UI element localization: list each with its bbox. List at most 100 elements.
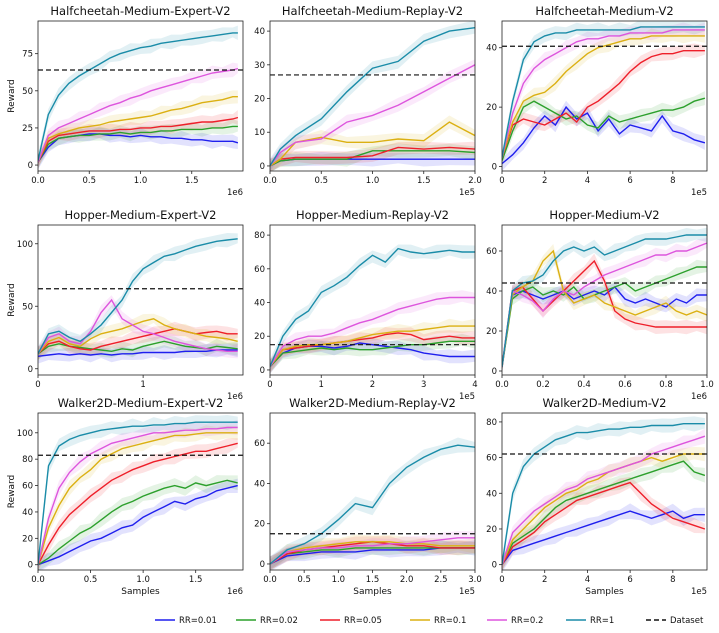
line-RR02 xyxy=(502,29,705,158)
line-RR005 xyxy=(38,442,238,566)
line-RR005 xyxy=(270,146,475,167)
panel-8: Walker2D-Medium-Replay-V2 0.0 0.5 1.0 1.5 2.0… xyxy=(254,396,482,597)
line-RR001 xyxy=(502,510,705,566)
x-tick-label: 0.8 xyxy=(659,380,673,390)
line-RR01 xyxy=(38,96,238,163)
band-RR02 xyxy=(502,22,705,164)
y-tick-label: 40 xyxy=(486,44,497,54)
legend-item: RR=0.05 xyxy=(320,616,382,626)
panel-title: Halfcheetah-Medium-Replay-V2 xyxy=(282,4,463,18)
plot-area xyxy=(502,21,707,171)
x-exponent: 1e5 xyxy=(691,188,707,198)
y-tick-label: 40 xyxy=(254,299,265,309)
line-RR01 xyxy=(270,541,475,565)
panel-title: Walker2D-Medium-Replay-V2 xyxy=(289,396,456,410)
x-axis-label: Samples xyxy=(121,587,160,597)
x-tick-label: 8 xyxy=(670,176,675,186)
band-RR1 xyxy=(270,21,475,171)
axes-frame xyxy=(37,224,244,376)
x-tick-label: 6 xyxy=(627,575,632,585)
line-RR1 xyxy=(270,444,475,565)
x-tick-label: 0 xyxy=(267,380,272,390)
x-tick-label: 0.5 xyxy=(297,575,311,585)
band-RR01 xyxy=(502,28,705,166)
panel-title: Walker2D-Medium-V2 xyxy=(543,396,667,410)
line-RR1 xyxy=(270,27,475,167)
line-RR1 xyxy=(502,234,707,368)
x-exponent: 1e6 xyxy=(227,188,243,198)
y-tick-label: 60 xyxy=(486,454,497,464)
line-RR002 xyxy=(38,125,238,163)
axes-frame xyxy=(501,412,708,571)
legend-item: RR=0.02 xyxy=(236,616,298,626)
x-axis-label: Samples xyxy=(353,587,392,597)
band-RR001 xyxy=(502,100,705,171)
legend-item: Dataset xyxy=(646,616,704,626)
panel-7: Walker2D-Medium-Expert-V2 0.0 0.5 1.0 1.5 0 20… xyxy=(7,396,244,597)
plot-area xyxy=(38,233,243,364)
legend-item: RR=0.2 xyxy=(487,616,543,626)
y-tick-label: 80 xyxy=(22,455,33,465)
x-tick-label: 4 xyxy=(585,176,590,186)
panel-title: Hopper-Medium-Replay-V2 xyxy=(296,208,449,222)
line-RR1 xyxy=(502,423,705,565)
line-RR005 xyxy=(502,50,705,158)
line-RR01 xyxy=(502,453,705,565)
x-exponent: 1e6 xyxy=(227,392,243,402)
band-RR01 xyxy=(38,425,238,570)
plot-area xyxy=(38,414,243,570)
x-exponent: 1e5 xyxy=(691,587,707,597)
y-tick-label: 60 xyxy=(22,482,33,492)
x-tick-label: 0.0 xyxy=(31,176,45,186)
x-tick-label: 1.0 xyxy=(134,176,148,186)
line-RR1 xyxy=(38,421,238,565)
band-RR005 xyxy=(502,476,705,570)
y-tick-label: 0 xyxy=(260,560,265,570)
x-tick-label: 2 xyxy=(370,380,375,390)
y-tick-label: 50 xyxy=(22,87,33,97)
y-tick-label: 20 xyxy=(254,95,265,105)
x-tick-label: 1.5 xyxy=(189,575,203,585)
x-tick-label: 0.0 xyxy=(31,575,45,585)
x-tick-label: 3 xyxy=(421,380,426,390)
x-tick-label: 4 xyxy=(472,380,477,390)
y-tick-label: 20 xyxy=(22,534,33,544)
panel-title: Walker2D-Medium-Expert-V2 xyxy=(58,396,224,410)
line-RR02 xyxy=(270,64,475,167)
plot-area xyxy=(270,244,475,374)
x-axis-label: Samples xyxy=(585,587,624,597)
band-RR001 xyxy=(502,503,705,570)
line-RR005 xyxy=(502,481,706,565)
x-tick-label: 0 xyxy=(499,176,504,186)
plot-area xyxy=(270,21,475,171)
legend-label: RR=0.02 xyxy=(260,616,298,626)
band-RR002 xyxy=(502,90,705,167)
y-tick-label: 0 xyxy=(260,162,265,172)
panel-3: Halfcheetah-Medium-V2 0 2 4 6 8 0 20 40 1e5 xyxy=(486,4,708,198)
line-RR02 xyxy=(270,537,475,565)
x-tick-label: 2.0 xyxy=(400,575,414,585)
band-RR002 xyxy=(270,333,475,373)
y-tick-label: 20 xyxy=(486,327,497,337)
y-axis-label: Reward xyxy=(7,283,17,317)
y-tick-label: 80 xyxy=(254,231,265,241)
band-RR01 xyxy=(38,90,238,170)
y-tick-label: 100 xyxy=(17,429,33,439)
band-RR001 xyxy=(38,478,238,570)
x-tick-label: 2 xyxy=(542,176,547,186)
x-tick-label: 1.5 xyxy=(185,176,199,186)
band-RR005 xyxy=(270,327,475,373)
axes-frame xyxy=(501,20,708,172)
x-tick-label: 0.0 xyxy=(263,176,277,186)
y-tick-label: 40 xyxy=(486,287,497,297)
y-tick-label: 40 xyxy=(254,27,265,37)
x-tick-label: 6 xyxy=(627,176,632,186)
band-RR01 xyxy=(38,313,238,362)
y-axis-label: Reward xyxy=(7,475,17,509)
line-RR002 xyxy=(502,97,706,161)
y-tick-label: 0 xyxy=(492,561,497,571)
band-RR02 xyxy=(270,290,475,373)
x-tick-label: 2.5 xyxy=(434,575,448,585)
band-RR002 xyxy=(502,259,707,373)
panel-title: Halfcheetah-Medium-V2 xyxy=(535,4,673,18)
